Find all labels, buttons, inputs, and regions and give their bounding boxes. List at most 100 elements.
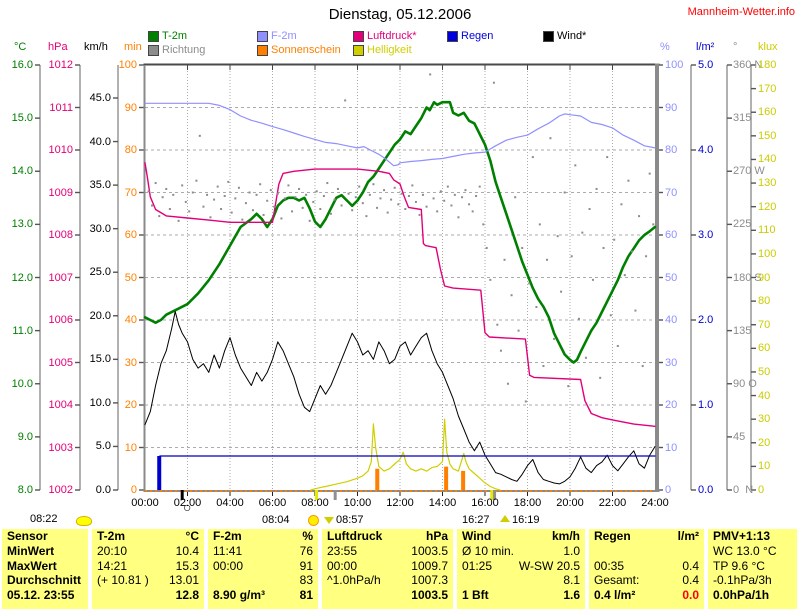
cell-left: -0.1hPa/3h bbox=[713, 573, 772, 588]
cell-left: Luftdruck bbox=[327, 529, 383, 544]
y-axis-label: 1003 bbox=[48, 441, 73, 454]
cell-left: 00:35 bbox=[594, 558, 625, 573]
scatter-dot bbox=[315, 190, 318, 193]
cell-left: WC 13.0 °C bbox=[713, 544, 777, 559]
cell-value: km/h bbox=[551, 529, 580, 544]
x-axis-label: 04:00 bbox=[216, 497, 244, 509]
table-row: 20:10 10.4 bbox=[92, 544, 204, 559]
scatter-dot bbox=[147, 190, 150, 193]
scatter-dot bbox=[411, 184, 414, 187]
scatter-dot bbox=[492, 81, 495, 84]
scatter-dot bbox=[638, 215, 641, 218]
axis-unit-label: klux bbox=[758, 41, 778, 53]
y-axis-label: 50 bbox=[124, 271, 137, 284]
scatter-dot bbox=[340, 204, 343, 207]
cell-value: 15.3 bbox=[175, 558, 199, 573]
twilight-time: 08:22 bbox=[30, 513, 58, 525]
table-row: 00:00 91 bbox=[208, 558, 318, 573]
y-axis-label: 80 bbox=[665, 144, 678, 156]
cell-value: hPa bbox=[425, 529, 448, 544]
scatter-dot bbox=[383, 189, 386, 192]
cell-left: 00:00 bbox=[213, 558, 244, 573]
scatter-dot bbox=[457, 216, 460, 219]
x-axis-label: 20:00 bbox=[556, 497, 584, 509]
scatter-dot bbox=[446, 185, 449, 188]
cell-value: 1.0 bbox=[563, 544, 580, 559]
y-axis-label: 15.0 bbox=[11, 112, 33, 125]
y-axis-label: 5.0 bbox=[698, 59, 714, 71]
scatter-dot bbox=[432, 197, 435, 200]
scatter-dot bbox=[468, 203, 471, 206]
cell-value: 1009.7 bbox=[411, 558, 448, 573]
cell-value: 0.4 bbox=[682, 573, 699, 588]
cell-left: 20:10 bbox=[97, 544, 128, 559]
axis-unit-label: °C bbox=[14, 41, 27, 53]
y-axis-label: 0 N bbox=[733, 484, 754, 496]
scatter-dot bbox=[198, 134, 201, 137]
legend-swatch-richtung bbox=[148, 45, 159, 56]
y-axis-label: 20 bbox=[665, 399, 678, 411]
y-axis-label: 1006 bbox=[48, 314, 73, 326]
x-axis-label: 24:00 bbox=[641, 497, 669, 509]
scatter-dot bbox=[517, 329, 520, 332]
table-row: 8.90 g/m³ 81 bbox=[208, 588, 318, 603]
scatter-dot bbox=[361, 202, 364, 205]
table-row: TP 9.6 °C bbox=[708, 558, 797, 573]
cell-value: l/m² bbox=[677, 529, 699, 544]
scatter-dot bbox=[298, 187, 301, 190]
scatter-dot bbox=[379, 197, 382, 200]
y-axis-label: 160 bbox=[758, 106, 777, 119]
y-axis-label: 11.0 bbox=[12, 324, 33, 337]
scatter-dot bbox=[283, 197, 286, 200]
scatter-dot bbox=[609, 314, 612, 317]
scatter-dot bbox=[294, 196, 297, 199]
y-axis-label: 1008 bbox=[48, 229, 73, 241]
table-row-label: MinWert bbox=[7, 544, 55, 559]
cell-left: 11:41 bbox=[213, 544, 243, 559]
site-link[interactable]: Mannheim-Wetter.info bbox=[687, 6, 795, 18]
legend-swatch-helligkeit bbox=[353, 45, 364, 56]
scatter-dot bbox=[291, 210, 294, 213]
legend-swatch-t2m bbox=[148, 31, 159, 42]
table-row: 0.0hPa/1h bbox=[708, 588, 797, 603]
scatter-dot bbox=[191, 191, 194, 194]
scatter-dot bbox=[336, 187, 339, 190]
scatter-dot bbox=[195, 179, 198, 182]
legend-label: T-2m bbox=[162, 30, 188, 42]
scatter-dot bbox=[161, 196, 164, 199]
cell-left: Regen bbox=[594, 529, 631, 544]
x-axis-label: 16:00 bbox=[471, 497, 499, 509]
table-row: (+ 10.81 ) 13.01 bbox=[92, 573, 204, 588]
cell-value: 1003.5 bbox=[411, 544, 448, 559]
y-axis-label: 10 bbox=[758, 460, 771, 473]
y-axis-label: 9.0 bbox=[17, 430, 33, 443]
sunset-time: 16:19 bbox=[512, 514, 540, 526]
y-axis-label: 50 bbox=[758, 365, 771, 378]
cell-left: 0.4 l/m² bbox=[594, 588, 636, 603]
bar bbox=[444, 466, 449, 490]
scatter-dot bbox=[368, 193, 371, 196]
scatter-dot bbox=[241, 218, 244, 221]
scatter-dot bbox=[365, 215, 368, 218]
y-axis-label: 10.0 bbox=[11, 377, 33, 390]
scatter-dot bbox=[648, 172, 651, 175]
y-axis-label: 40 bbox=[758, 389, 771, 402]
scatter-dot bbox=[489, 278, 492, 281]
scatter-dot bbox=[347, 192, 350, 195]
cell-left: T-2m bbox=[97, 529, 126, 544]
y-axis-label: 110 bbox=[758, 224, 776, 237]
scatter-dot bbox=[333, 198, 336, 201]
cell-left: 0.0hPa/1h bbox=[713, 588, 770, 603]
scatter-dot bbox=[506, 382, 509, 385]
y-axis-label: 1004 bbox=[48, 399, 73, 411]
cell-value: 83 bbox=[299, 573, 313, 588]
full-moon-icon: ○ bbox=[183, 499, 192, 515]
arrow-down-icon bbox=[324, 517, 334, 524]
y-axis-label: 30.0 bbox=[89, 222, 111, 235]
legend-swatch-regen bbox=[447, 31, 458, 42]
scatter-dot bbox=[652, 223, 655, 226]
cell-value: 1007.3 bbox=[411, 573, 448, 588]
table-row: 1003.5 bbox=[322, 588, 453, 603]
scatter-dot bbox=[326, 182, 329, 185]
